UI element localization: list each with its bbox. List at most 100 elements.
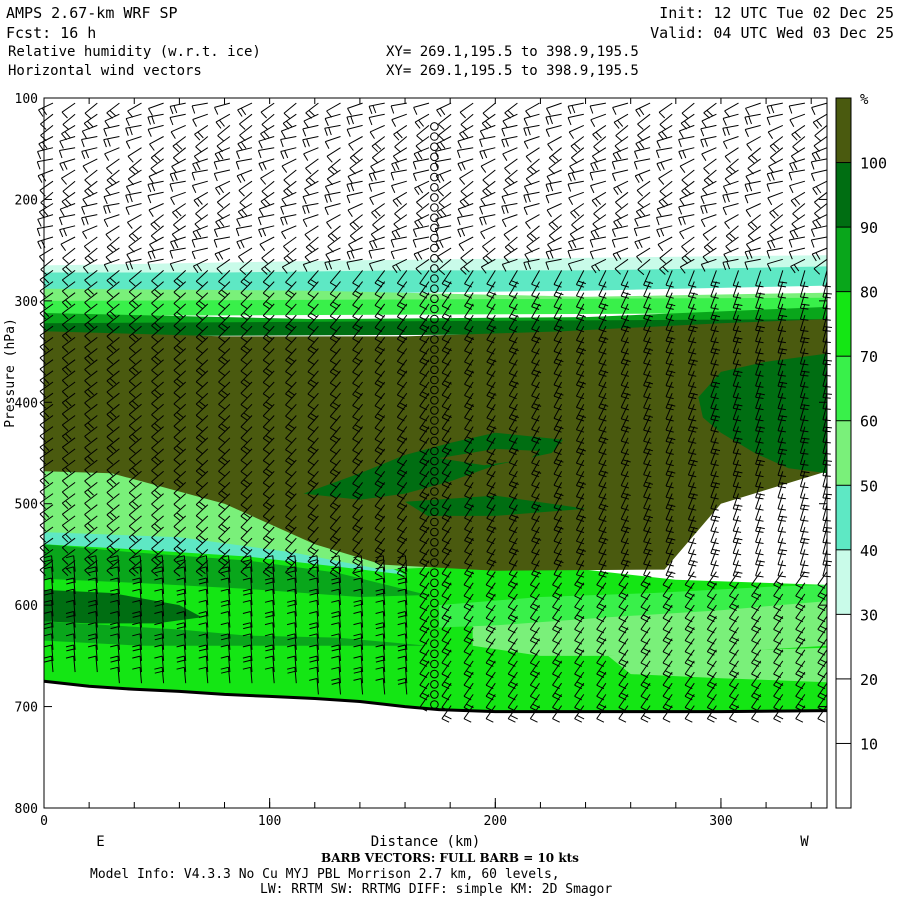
barb-shaft xyxy=(393,124,408,135)
barb-shaft xyxy=(486,370,496,385)
barb-shaft xyxy=(173,537,187,550)
barb-shaft xyxy=(755,270,762,286)
barb-shaft xyxy=(262,482,275,495)
barb-feather xyxy=(262,303,271,310)
barb-shaft xyxy=(546,203,562,211)
barb-shaft xyxy=(195,381,209,394)
barb-feather xyxy=(87,355,94,362)
barb-shaft xyxy=(791,147,806,157)
barb-feather xyxy=(39,446,46,454)
barb-feather xyxy=(553,417,562,422)
barb-feather xyxy=(84,424,91,432)
barb-shaft xyxy=(700,203,717,207)
barb-shaft xyxy=(259,236,275,245)
barb-shaft xyxy=(396,448,408,463)
barb-feather xyxy=(243,546,251,552)
barb-feather xyxy=(84,480,91,487)
barb-shaft xyxy=(553,392,563,408)
barb-feather xyxy=(823,426,832,429)
barb-shaft xyxy=(598,515,607,531)
wind-barb xyxy=(637,113,651,130)
wind-barb xyxy=(329,370,341,388)
wind-barb xyxy=(327,225,341,242)
barb-shaft xyxy=(61,403,76,415)
wind-barb xyxy=(84,348,98,365)
barb-shaft xyxy=(193,258,209,267)
wind-barb xyxy=(460,247,474,264)
barb-shaft xyxy=(84,493,98,504)
barb-feather xyxy=(770,224,777,231)
barb-feather xyxy=(548,235,556,242)
wind-barb xyxy=(218,448,231,466)
wind-barb xyxy=(568,124,585,139)
barb-feather xyxy=(243,345,251,352)
wind-barb xyxy=(285,526,297,544)
barb-shaft xyxy=(329,281,341,295)
barb-shaft xyxy=(371,203,385,213)
barb-feather xyxy=(613,187,619,195)
barb-shaft xyxy=(502,214,518,221)
wind-barb xyxy=(777,404,788,422)
wind-barb xyxy=(329,526,341,544)
barb-feather xyxy=(374,209,381,217)
wind-barb xyxy=(620,515,631,534)
barb-feather xyxy=(62,191,70,198)
barb-feather xyxy=(621,429,630,433)
barb-shaft xyxy=(329,526,341,540)
barb-feather xyxy=(503,188,509,196)
wind-barb xyxy=(799,482,809,500)
wind-barb xyxy=(767,191,783,206)
wind-barb xyxy=(346,247,363,260)
barb-feather xyxy=(218,403,226,410)
barb-shaft xyxy=(215,180,231,189)
barb-shaft xyxy=(285,403,297,417)
wind-barb xyxy=(329,426,341,444)
barb-shaft xyxy=(218,426,231,439)
wind-barb xyxy=(84,247,98,264)
barb-feather xyxy=(598,529,607,534)
barb-feather xyxy=(533,503,542,508)
barb-feather xyxy=(128,336,136,343)
barb-shaft xyxy=(441,337,452,351)
barb-shaft xyxy=(419,337,430,351)
barb-shaft xyxy=(371,136,386,147)
barb-feather xyxy=(700,128,705,137)
barb-shaft xyxy=(285,437,297,451)
barb-feather xyxy=(106,492,114,499)
wind-barb xyxy=(218,381,231,399)
barb-feather xyxy=(485,188,492,195)
wind-barb xyxy=(329,560,341,578)
wind-barb xyxy=(620,381,631,400)
barb-feather xyxy=(700,206,704,215)
barb-shaft xyxy=(503,180,518,190)
wind-barb xyxy=(575,459,585,478)
barb-shaft xyxy=(460,247,474,259)
barb-shaft xyxy=(195,325,209,338)
barb-shaft xyxy=(61,448,76,459)
barb-shaft xyxy=(822,281,828,298)
barb-feather xyxy=(240,281,248,287)
barb-shaft xyxy=(352,459,363,473)
barb-feather xyxy=(39,424,46,431)
barb-feather xyxy=(287,390,296,396)
barb-shaft xyxy=(620,392,629,408)
barb-shaft xyxy=(665,314,673,330)
wind-barb xyxy=(546,169,562,184)
barb-shaft xyxy=(262,314,275,328)
wind-barb xyxy=(414,180,430,195)
barb-shaft xyxy=(637,125,651,136)
wind-barb xyxy=(213,158,230,170)
barb-feather xyxy=(324,186,330,194)
barb-shaft xyxy=(195,203,209,215)
wind-barb xyxy=(218,459,231,477)
wind-barb xyxy=(195,415,209,432)
barb-shaft xyxy=(732,314,739,331)
wind-barb xyxy=(479,124,496,139)
barb-shaft xyxy=(508,325,518,341)
barb-shaft xyxy=(374,270,386,284)
barb-feather xyxy=(488,324,497,329)
barb-shaft xyxy=(553,381,563,397)
barb-feather xyxy=(703,168,710,175)
barb-feather xyxy=(416,135,423,142)
wind-barb xyxy=(62,247,76,264)
